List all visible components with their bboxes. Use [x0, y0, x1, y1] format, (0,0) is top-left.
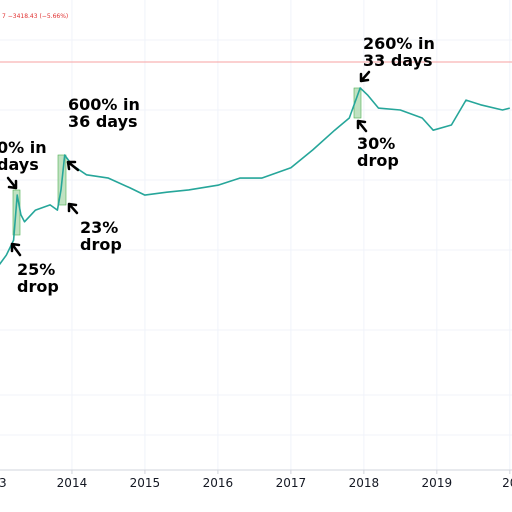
arrow — [356, 119, 368, 133]
x-grid — [71, 0, 511, 470]
arrow — [359, 70, 371, 83]
annotation: 0% in — [0, 138, 47, 157]
x-tick-label: 20 — [502, 476, 512, 490]
arrows — [6, 70, 371, 257]
annotation: 30% — [357, 134, 395, 153]
annotation: drop — [357, 151, 399, 170]
plot — [0, 61, 512, 266]
annotation: 25% — [17, 260, 55, 279]
arrow — [66, 160, 80, 172]
annotations: 0% in days 25% drop 600% in 36 days 23% … — [0, 34, 435, 296]
annotation: drop — [80, 235, 122, 254]
arrow — [67, 202, 79, 215]
arrow — [6, 176, 18, 190]
annotation: 33 days — [363, 51, 433, 70]
annotation: 23% — [80, 218, 118, 237]
annotation: drop — [17, 277, 59, 296]
annotation: days — [0, 155, 39, 174]
annotation: 36 days — [68, 112, 138, 131]
arrow — [10, 242, 22, 257]
annotation: 600% in — [68, 95, 140, 114]
x-tick-label: 13 — [0, 476, 7, 490]
x-tick-label: 2018 — [349, 476, 380, 490]
x-tick-label: 2019 — [422, 476, 453, 490]
price-series — [0, 87, 511, 266]
x-tick-label: 2016 — [203, 476, 234, 490]
x-tick-label: 2017 — [276, 476, 307, 490]
horizontal-grid — [0, 39, 512, 436]
header-text: 7 −3418.43 (−5.66%) — [2, 13, 68, 20]
x-tick-label: 2014 — [57, 476, 88, 490]
x-tick-label: 2015 — [130, 476, 161, 490]
annotation: 260% in — [363, 34, 435, 53]
